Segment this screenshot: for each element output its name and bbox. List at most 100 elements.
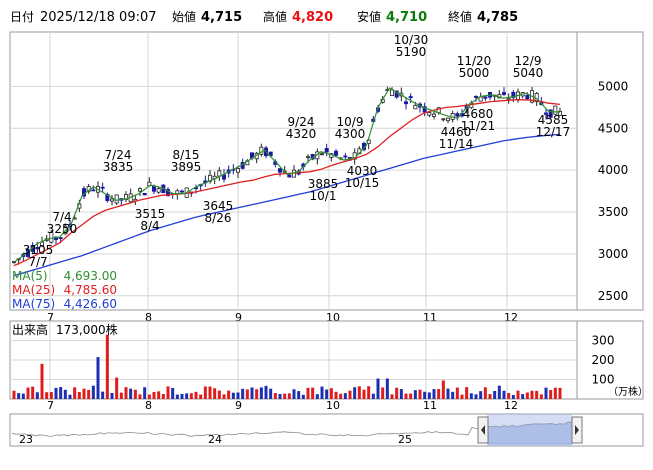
volume-bar xyxy=(535,390,539,399)
annotation-value: 3250 xyxy=(47,222,78,236)
high-label: 高値 xyxy=(263,9,287,24)
candle-body xyxy=(408,96,413,99)
volume-bar xyxy=(530,390,534,399)
candle-body xyxy=(110,198,115,202)
month-label: 11 xyxy=(423,399,437,412)
annotation-value: 5190 xyxy=(396,45,427,59)
candle-body xyxy=(221,174,226,180)
annotation-label: 8/15 xyxy=(173,148,200,162)
volume-value: 173,000株 xyxy=(56,322,118,337)
ohlc-header: 日付 2025/12/18 09:07 始値 4,715 高値 4,820 安値… xyxy=(10,9,518,25)
candle-body xyxy=(40,241,45,247)
volume-bar xyxy=(241,388,245,399)
candle-body xyxy=(137,188,142,192)
volume-bar xyxy=(516,390,520,399)
navigator-selection[interactable] xyxy=(487,414,572,446)
navigator-left-handle[interactable] xyxy=(477,416,489,444)
volume-bar xyxy=(40,363,44,399)
candle-body xyxy=(156,188,161,193)
volume-axis-ticks: 300 200 100 xyxy=(592,334,615,387)
volume-bar xyxy=(413,390,417,399)
volume-bar xyxy=(21,393,25,399)
navigator-label-24: 24 xyxy=(208,433,222,446)
volume-bar xyxy=(105,334,109,399)
volume-panel: 300 200 100 7 8 9 10 11 12 出来高 173,000株 （万株） xyxy=(9,320,648,412)
candle-body xyxy=(324,148,329,153)
volume-bar xyxy=(82,388,86,399)
volume-bar xyxy=(311,387,315,399)
annotation-label: 9/24 xyxy=(288,115,315,129)
candle-body xyxy=(35,246,40,250)
volume-bar xyxy=(199,394,203,399)
navigator-label-23: 23 xyxy=(19,433,33,446)
volume-bar xyxy=(203,386,207,399)
volume-axis-area xyxy=(576,320,644,400)
price-axis-area xyxy=(576,31,644,311)
volume-label: 出来高 xyxy=(12,322,48,337)
month-label: 12 xyxy=(504,399,518,412)
volume-bar xyxy=(497,385,501,399)
volume-bar xyxy=(129,388,133,399)
annotation-label: 11/14 xyxy=(439,137,474,151)
annotation-value: 5040 xyxy=(513,66,544,80)
candle-body xyxy=(427,112,432,116)
volume-tick-label: 300 xyxy=(592,334,615,348)
annotation-value: 3105 xyxy=(23,243,54,257)
navigator-right-handle[interactable] xyxy=(571,416,583,444)
volume-bar xyxy=(227,390,231,399)
candle-body xyxy=(501,92,506,95)
volume-bar xyxy=(73,387,77,399)
volume-bar xyxy=(404,393,408,399)
candle-body xyxy=(394,90,399,98)
volume-bar xyxy=(460,394,464,399)
annotation-value: 3885 xyxy=(308,177,339,191)
volume-bar xyxy=(54,387,58,399)
price-tick-label: 4500 xyxy=(598,121,629,135)
ma5-line xyxy=(13,87,561,263)
volume-bar xyxy=(474,394,478,399)
volume-bar xyxy=(507,393,511,399)
open-label: 始値 xyxy=(172,9,196,24)
candle-body xyxy=(441,118,446,121)
candle-body xyxy=(100,186,105,189)
volume-bar xyxy=(423,391,427,399)
volume-bar xyxy=(255,389,259,399)
annotation-value: 4680 xyxy=(463,107,494,121)
volume-bar xyxy=(259,387,263,399)
volume-bar xyxy=(558,387,562,399)
volume-bar xyxy=(511,394,515,399)
volume-bar xyxy=(166,386,170,399)
volume-bar xyxy=(357,386,361,399)
candle-body xyxy=(114,194,119,204)
volume-bar xyxy=(152,391,156,399)
annotation-label: 7/4 xyxy=(52,210,71,224)
annotation-value: 3645 xyxy=(203,199,234,213)
volume-bar xyxy=(329,388,333,399)
volume-bar xyxy=(325,389,329,399)
month-label: 7 xyxy=(47,311,54,324)
price-axis-ticks: 5000 4500 4000 3500 3000 2500 xyxy=(598,79,629,302)
volume-bar xyxy=(45,392,49,399)
candle-body xyxy=(91,189,96,192)
volume-unit: （万株） xyxy=(608,385,648,398)
price-tick-label: 4000 xyxy=(598,163,629,177)
price-tick-label: 3000 xyxy=(598,247,629,261)
volume-bar xyxy=(437,389,441,399)
annotation-label: 8/26 xyxy=(205,211,232,225)
volume-bar xyxy=(521,394,525,399)
candle-body xyxy=(343,155,348,158)
volume-bar xyxy=(175,394,179,399)
month-label: 9 xyxy=(235,399,242,412)
volume-bar xyxy=(395,387,399,399)
volume-bar xyxy=(77,392,81,399)
volume-bar xyxy=(110,392,114,399)
volume-bar xyxy=(367,386,371,399)
volume-bar xyxy=(418,389,422,399)
volume-bar xyxy=(31,386,35,399)
volume-bar xyxy=(12,390,16,399)
volume-bar xyxy=(451,391,455,399)
ma25-legend-label: MA(25) xyxy=(12,283,55,297)
range-navigator[interactable]: 23 24 25 xyxy=(9,413,644,447)
